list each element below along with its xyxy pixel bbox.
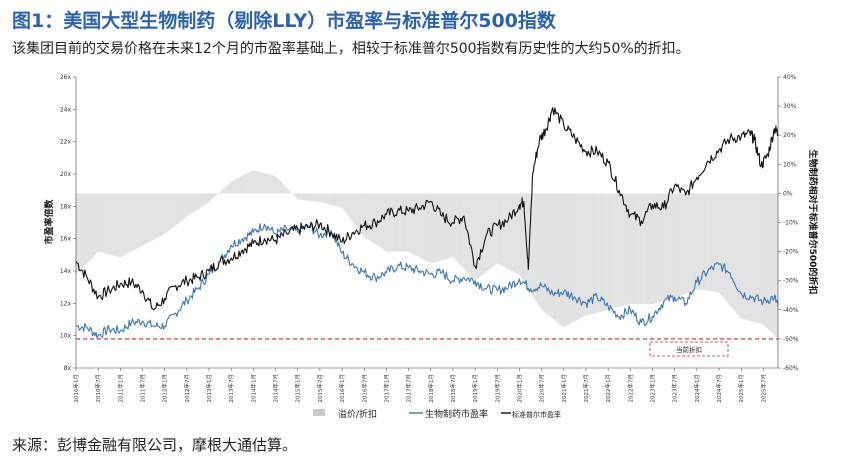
- y-tick-label: 22x: [60, 139, 72, 146]
- y-tick-label: 12x: [60, 300, 72, 307]
- x-tick-label: 2022年1月: [604, 374, 612, 403]
- x-tick-label: 2010年1月: [72, 374, 80, 403]
- y2-tick-label: 40%: [783, 74, 797, 81]
- x-tick-label: 2010年7月: [94, 374, 102, 403]
- source-note: 来源：彭博金融有限公司，摩根大通估算。: [12, 436, 298, 454]
- y-tick-label: 14x: [60, 268, 72, 275]
- y2-tick-label: -40%: [783, 307, 799, 314]
- y2-tick-label: -60%: [783, 365, 799, 372]
- legend-label-premium: 溢价/折扣: [338, 408, 377, 420]
- x-tick-label: 2012年1月: [161, 374, 169, 403]
- x-tick-label: 2024年1月: [693, 374, 701, 403]
- x-tick-label: 2020年1月: [515, 374, 523, 403]
- y2-tick-label: -10%: [783, 220, 799, 227]
- premium-discount-bars: [75, 170, 779, 339]
- y-tick-label: 18x: [60, 203, 72, 210]
- y-tick-label: 16x: [60, 236, 72, 243]
- x-tick-label: 2018年7月: [449, 374, 457, 403]
- biopharma-pe-line: [75, 223, 779, 339]
- x-tick-label: 2014年7月: [272, 374, 280, 403]
- y-axis-title: 市盈率倍数: [43, 199, 55, 245]
- x-tick-label: 2023年1月: [649, 374, 657, 403]
- legend: 溢价/折扣 生物制药市盈率 标准普尔市盈率: [313, 408, 561, 420]
- x-tick-label: 2024年7月: [715, 374, 723, 403]
- legend-label-sp500: 标准普尔市盈率: [512, 410, 561, 419]
- x-tick-label: 2016年7月: [360, 374, 368, 403]
- current-discount-box: [649, 341, 729, 357]
- y2-tick-label: -50%: [783, 336, 799, 343]
- x-tick-label: 2025年1月: [737, 374, 745, 403]
- x-tick-label: 2020年7月: [538, 374, 546, 403]
- y2-tick-label: 30%: [783, 103, 797, 110]
- y-tick-label: 20x: [60, 171, 72, 178]
- y-tick-label: 24x: [60, 106, 72, 113]
- legend-swatch-premium: [313, 409, 325, 416]
- x-tick-label: 2015年7月: [316, 374, 324, 403]
- x-tick-label: 2014年1月: [249, 374, 257, 403]
- current-discount-label: 当前折扣: [676, 345, 702, 354]
- annotations: 当前折扣: [649, 341, 729, 357]
- x-tick-label: 2011年1月: [116, 374, 124, 403]
- series-lines: [75, 107, 779, 339]
- x-tick-label: 2021年1月: [560, 374, 568, 403]
- x-tick-label: 2022年7月: [626, 374, 634, 403]
- chart-title: 图1：美国大型生物制药（剔除LLY）市盈率与标准普尔500指数: [12, 10, 556, 32]
- y2-tick-label: 20%: [783, 132, 797, 139]
- y-tick-label: 26x: [60, 74, 72, 81]
- x-tick-label: 2011年7月: [139, 374, 147, 403]
- x-tick-label: 2023年7月: [671, 374, 679, 403]
- x-tick-label: 2018年1月: [427, 374, 435, 403]
- y2-tick-label: 10%: [783, 161, 797, 168]
- y2-axis-title: 生物制药相对于标准普尔500的折扣: [807, 150, 819, 295]
- x-tick-label: 2025年7月: [759, 374, 767, 403]
- x-tick-label: 2013年7月: [227, 374, 235, 403]
- x-tick-label: 2019年1月: [471, 374, 479, 403]
- x-tick-label: 2013年1月: [205, 374, 213, 403]
- axes: 8x 10x 12x 14x 16x 18x 20x 22x 24x 26x -60% -50% -40…: [60, 74, 799, 403]
- sp500-pe-line: [75, 107, 779, 311]
- y2-tick-label: -30%: [783, 278, 799, 285]
- y2-tick-label: -20%: [783, 249, 799, 256]
- x-tick-label: 2017年1月: [382, 374, 390, 403]
- x-tick-label: 2015年1月: [294, 374, 302, 403]
- x-tick-label: 2012年7月: [183, 374, 191, 403]
- x-tick-label: 2021年7月: [582, 374, 590, 403]
- x-tick-label: 2016年1月: [338, 374, 346, 403]
- legend-label-biopharma: 生物制药市盈率: [425, 408, 488, 420]
- y-tick-label: 8x: [64, 365, 72, 372]
- y2-tick-label: 0%: [783, 190, 793, 197]
- x-tick-label: 2019年7月: [493, 374, 501, 403]
- chart-subtitle: 该集团目前的交易价格在未来12个月的市盈率基础上，相较于标准普尔500指数有历史…: [12, 41, 690, 57]
- x-tick-label: 2017年7月: [405, 374, 413, 403]
- y-tick-label: 10x: [60, 333, 72, 340]
